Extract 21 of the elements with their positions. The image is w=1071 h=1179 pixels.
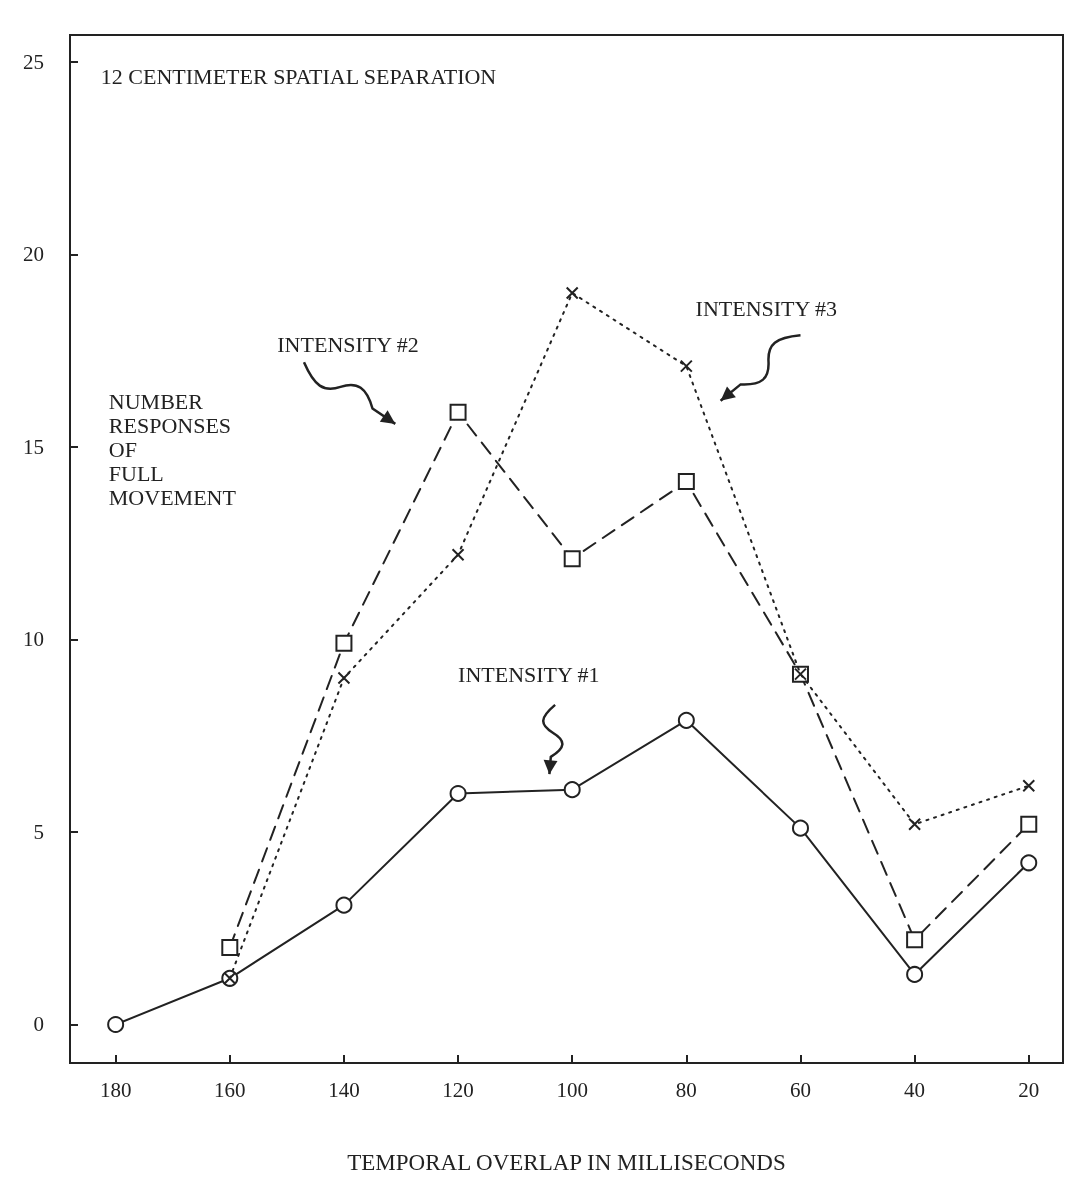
x-tick-label: 40: [904, 1077, 926, 1102]
y-tick-label: 15: [23, 434, 44, 459]
y-tick-label: 20: [23, 242, 44, 267]
y-tick-label: 0: [33, 1012, 44, 1037]
x-tick-label: 160: [214, 1077, 246, 1102]
x-tick-label: 140: [328, 1077, 360, 1102]
text: INTENSITY #2: [277, 331, 419, 357]
y-tick-label: 25: [23, 49, 44, 74]
x-tick-label: 20: [1018, 1077, 1040, 1102]
x-axis-title: TEMPORAL OVERLAP IN MILLISECONDS: [347, 1150, 786, 1175]
x-tick-label: 180: [99, 1077, 132, 1102]
y-axis-title: NUMBER RESPONSES OF FULL MOVEMENT: [108, 388, 237, 510]
x-tick-label: 120: [442, 1077, 474, 1102]
text: INTENSITY #1: [458, 661, 600, 687]
series-label: INTENSITY #3: [695, 295, 838, 321]
text: 12 CENTIMETER SPATIAL SEPARATION: [100, 63, 497, 89]
x-tick-label: 80: [675, 1077, 697, 1102]
y-tick-label: 10: [23, 627, 44, 652]
x-tick-label: 100: [556, 1077, 588, 1102]
y-tick-label: 5: [33, 819, 44, 844]
x-tick-label: 60: [789, 1077, 811, 1102]
